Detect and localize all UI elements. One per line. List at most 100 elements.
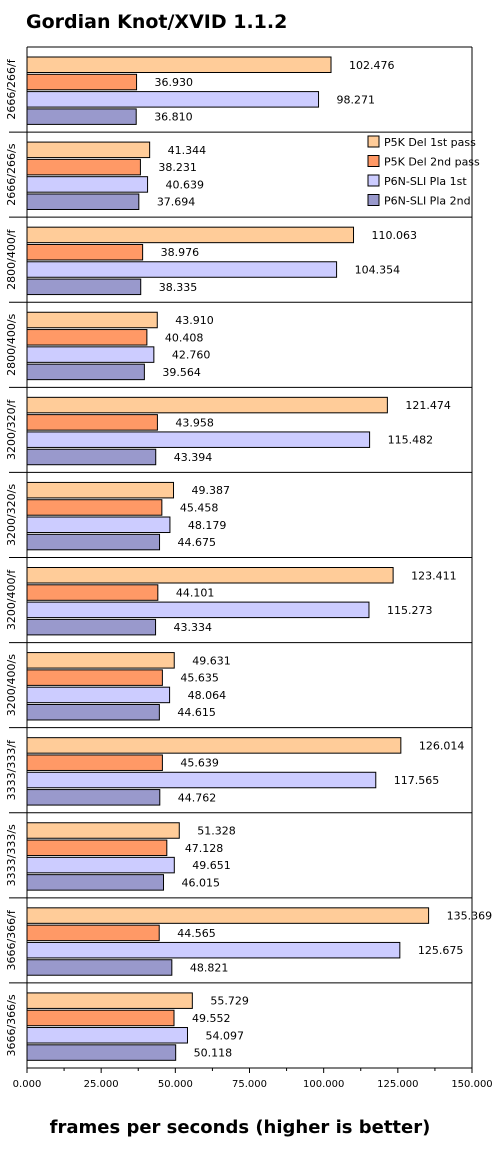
data-label: 45.635 <box>180 672 219 685</box>
bar <box>26 924 160 942</box>
x-tick-label: 25.000 <box>84 1079 119 1090</box>
bar <box>26 448 157 466</box>
data-label: 40.408 <box>165 331 204 344</box>
data-label: 43.910 <box>175 314 214 327</box>
data-label: 121.474 <box>405 399 451 412</box>
chart-title: Gordian Knot/XVID 1.1.2 <box>26 11 287 33</box>
data-label: 44.615 <box>177 706 216 719</box>
bar <box>26 686 171 704</box>
bar <box>26 839 168 857</box>
data-label: 45.639 <box>180 757 219 770</box>
bar <box>26 856 175 874</box>
bar <box>26 226 355 244</box>
data-label: 126.014 <box>419 739 465 752</box>
bar <box>26 499 163 516</box>
bar <box>26 789 161 806</box>
data-label: 48.064 <box>188 689 227 702</box>
bar <box>26 601 370 619</box>
data-label: 102.476 <box>349 59 395 72</box>
bar <box>26 346 155 363</box>
category-label: 2666/266/s <box>5 143 18 205</box>
x-tick-label: 100.000 <box>303 1079 344 1090</box>
bar <box>26 874 165 891</box>
data-label: 50.118 <box>194 1047 233 1060</box>
data-label: 40.639 <box>166 178 205 191</box>
bar <box>26 941 401 959</box>
bar <box>26 329 148 346</box>
data-label: 117.565 <box>394 774 440 787</box>
data-label: 104.354 <box>355 264 401 277</box>
x-axis-label: frames per seconds (higher is better) <box>50 1117 431 1138</box>
bar <box>26 652 175 669</box>
bar <box>26 584 159 601</box>
bar <box>26 193 140 210</box>
x-tick-label: 50.000 <box>158 1079 193 1090</box>
bar <box>26 261 338 278</box>
bar <box>26 771 377 789</box>
category-label: 3200/320/f <box>5 399 18 460</box>
legend-swatch <box>367 194 380 206</box>
data-label: 55.729 <box>210 995 249 1008</box>
data-label: 41.344 <box>168 144 207 157</box>
data-label: 38.976 <box>161 246 200 259</box>
legend-label: P5K Del 2nd pass <box>384 156 480 169</box>
bar <box>26 481 175 499</box>
data-label: 49.651 <box>192 859 231 872</box>
data-label: 48.821 <box>190 961 229 974</box>
bar <box>26 56 332 73</box>
data-label: 43.958 <box>175 416 214 429</box>
data-label: 44.675 <box>178 536 217 549</box>
data-label: 43.394 <box>174 451 213 464</box>
bar <box>26 396 388 414</box>
data-label: 48.179 <box>188 519 227 532</box>
data-label: 47.128 <box>185 842 224 855</box>
category-label: 2800/400/f <box>5 228 18 289</box>
bar <box>26 141 151 159</box>
data-label: 135.369 <box>447 910 493 923</box>
bar <box>26 1009 175 1027</box>
bar <box>26 363 145 381</box>
data-label: 36.810 <box>154 111 193 124</box>
data-label: 98.271 <box>337 93 376 106</box>
plot-area: 102.476 36.930 98.271 36.810 2666/266/f 41.34… <box>5 46 493 1090</box>
data-label: 125.675 <box>418 944 464 957</box>
data-label: 42.760 <box>172 349 211 362</box>
bar <box>26 737 402 754</box>
legend-label: P6N-SLI Pla 1st <box>384 175 467 188</box>
x-tick-label: 125.000 <box>377 1079 418 1090</box>
bar <box>26 431 371 448</box>
bar <box>26 91 320 108</box>
bar <box>26 533 161 551</box>
bar <box>26 278 142 296</box>
bar <box>26 959 173 976</box>
data-label: 38.335 <box>159 281 198 294</box>
bar <box>26 618 157 636</box>
x-tick-label: 150.000 <box>451 1079 492 1090</box>
data-label: 44.762 <box>178 791 217 804</box>
category-label: 2800/400/s <box>5 313 18 375</box>
category-label: 3200/320/s <box>5 484 18 546</box>
category-label: 3333/333/s <box>5 824 18 886</box>
category-label: 3666/366/s <box>5 994 18 1056</box>
bar <box>26 907 430 924</box>
bar <box>26 567 394 584</box>
category-label: 3333/333/f <box>5 739 18 800</box>
bar <box>26 158 141 176</box>
bar <box>26 176 149 193</box>
data-label: 38.231 <box>158 161 197 174</box>
bar <box>26 992 193 1009</box>
category-label: 3200/400/f <box>5 569 18 630</box>
bar <box>26 73 138 91</box>
data-label: 37.694 <box>157 196 196 209</box>
bar <box>26 108 137 125</box>
data-label: 43.334 <box>174 621 213 634</box>
bar <box>26 1027 188 1044</box>
legend-swatch <box>367 155 380 167</box>
bar <box>26 1044 177 1061</box>
x-tick-label: 0.000 <box>13 1079 42 1090</box>
data-label: 36.930 <box>155 76 194 89</box>
legend-label: P5K Del 1st pass <box>384 136 476 149</box>
bar <box>26 516 171 534</box>
data-label: 49.631 <box>192 654 231 667</box>
